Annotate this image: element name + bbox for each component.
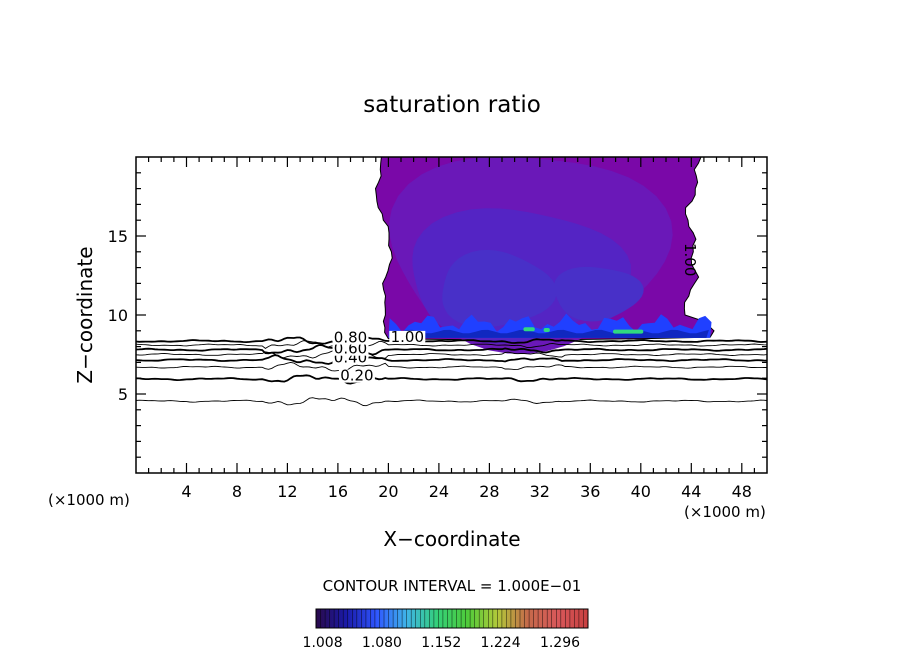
contour-line	[136, 340, 767, 350]
contour-interval-text: CONTOUR INTERVAL = 1.000E−01	[323, 577, 582, 595]
x-unit-label-left: (×1000 m)	[48, 491, 130, 509]
colorbar-label: 1.008	[303, 635, 343, 651]
saturation-fill	[374, 157, 715, 354]
colorbar-frame	[315, 608, 589, 629]
contour-label-bg	[389, 330, 426, 344]
x-tick-label: 12	[277, 482, 297, 501]
x-tick-label: 44	[681, 482, 701, 501]
chart-title: saturation ratio	[363, 92, 541, 118]
high-saturation-spot	[613, 329, 644, 334]
contour-line	[136, 344, 767, 356]
contour-line	[136, 336, 767, 346]
x-tick-label: 48	[732, 482, 752, 501]
x-tick-label: 8	[232, 482, 242, 501]
x-unit-label-right: (×1000 m)	[684, 503, 766, 521]
contour-label-bg	[338, 369, 375, 383]
contour-lines	[136, 336, 767, 407]
y-axis-ticks: 5 10 15	[108, 172, 767, 458]
contour-label-bg	[332, 331, 369, 345]
contour-label-bg	[332, 342, 369, 356]
contour-label: 0.20	[340, 367, 373, 385]
contour-labels: 0.200.400.600.80 1.001.00	[332, 243, 699, 385]
plot-area: 0.200.400.600.80 1.001.00 4 8 12 16 20 24 28 32 3…	[108, 156, 768, 501]
contour-line	[136, 349, 767, 359]
core-region-a	[442, 249, 557, 328]
x-tick-label: 40	[631, 482, 651, 501]
contour-line	[136, 354, 767, 365]
colorbar-label: 1.224	[481, 635, 521, 651]
colorbar-labels: 1.008 1.080 1.152 1.224 1.296	[303, 635, 581, 651]
x-axis-ticks: 4 8 12 16 20 24 28 32 36 40 44 48	[148, 157, 756, 501]
x-axis-label: X−coordinate	[383, 527, 520, 551]
contour-line	[136, 397, 767, 407]
y-tick-label: 15	[108, 227, 128, 246]
y-tick-label: 10	[108, 306, 128, 325]
core-region-b	[554, 266, 644, 322]
x-tick-label: 24	[429, 482, 449, 501]
colorbar-label: 1.080	[362, 635, 402, 651]
colorbar-ticks	[320, 609, 584, 628]
contour-label: 1.00	[391, 328, 424, 346]
x-tick-label: 36	[580, 482, 600, 501]
x-tick-label: 20	[378, 482, 398, 501]
contour-label: 1.00	[681, 243, 699, 276]
colorbar-label: 1.152	[421, 635, 461, 651]
high-saturation-spot	[543, 328, 550, 332]
x-tick-label: 28	[479, 482, 499, 501]
colorbar-label: 1.296	[540, 635, 580, 651]
colorbar: 1.008 1.080 1.152 1.224 1.296	[303, 608, 589, 651]
x-tick-label: 16	[328, 482, 348, 501]
contour-label: 0.80	[334, 329, 367, 347]
x-tick-label: 32	[530, 482, 550, 501]
y-axis-label: Z−coordinate	[73, 246, 97, 383]
high-saturation-spot	[523, 327, 535, 332]
y-tick-label: 5	[118, 385, 128, 404]
contour-line	[136, 374, 767, 385]
contour-line	[136, 361, 767, 372]
x-tick-label: 4	[181, 482, 191, 501]
